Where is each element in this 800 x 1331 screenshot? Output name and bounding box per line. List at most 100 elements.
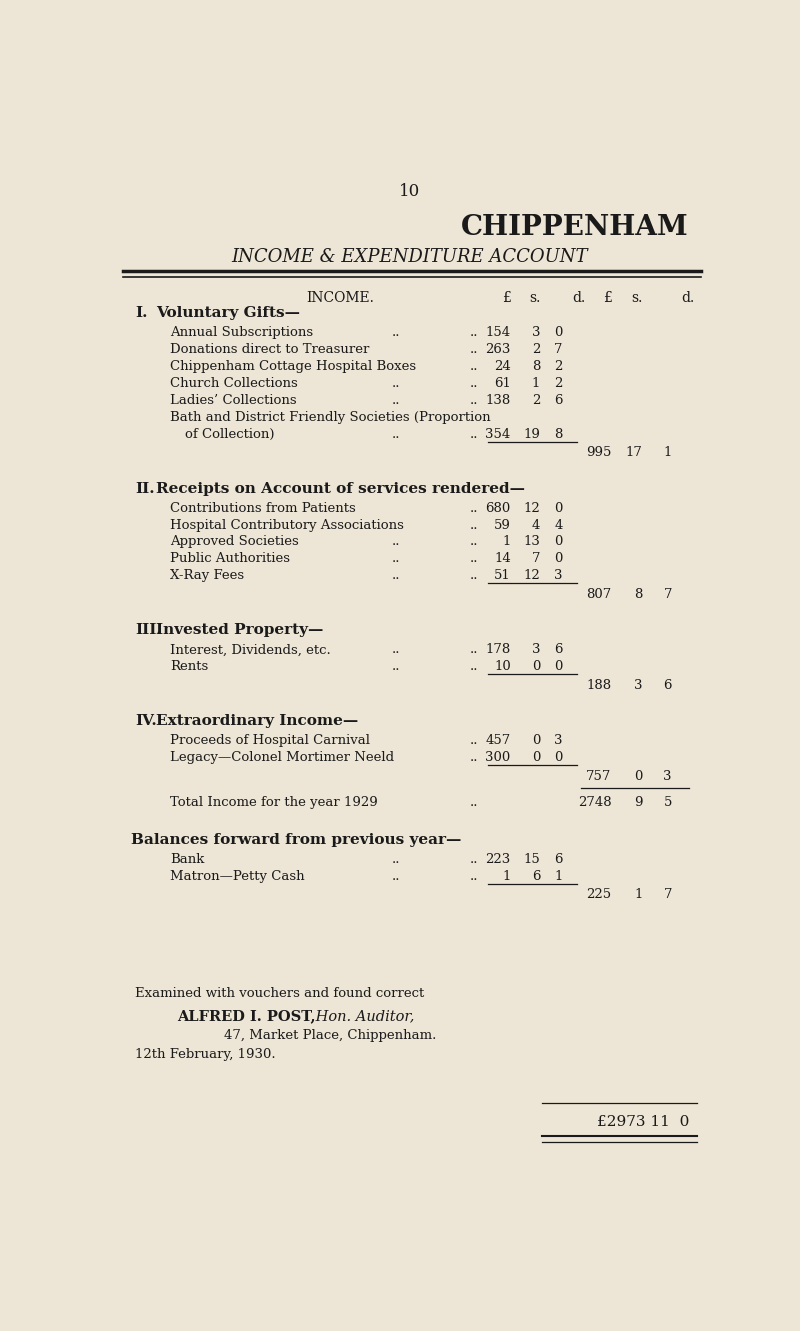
Text: 6: 6 bbox=[554, 394, 562, 407]
Text: Total Income for the year 1929: Total Income for the year 1929 bbox=[170, 796, 378, 809]
Text: 1: 1 bbox=[502, 869, 510, 882]
Text: 12: 12 bbox=[523, 570, 540, 583]
Text: 8: 8 bbox=[634, 588, 642, 600]
Text: 0: 0 bbox=[554, 502, 562, 515]
Text: Extraordinary Income—: Extraordinary Income— bbox=[156, 715, 358, 728]
Text: 188: 188 bbox=[586, 679, 611, 692]
Text: 19: 19 bbox=[523, 427, 540, 441]
Text: 2: 2 bbox=[554, 377, 562, 390]
Text: ..: .. bbox=[470, 394, 478, 407]
Text: ..: .. bbox=[392, 643, 401, 656]
Text: 0: 0 bbox=[532, 660, 540, 673]
Text: 6: 6 bbox=[663, 679, 672, 692]
Text: X-Ray Fees: X-Ray Fees bbox=[170, 570, 244, 583]
Text: ..: .. bbox=[470, 869, 478, 882]
Text: 0: 0 bbox=[532, 735, 540, 747]
Text: IV.: IV. bbox=[135, 715, 157, 728]
Text: 12th February, 1930.: 12th February, 1930. bbox=[135, 1047, 275, 1061]
Text: 1: 1 bbox=[554, 869, 562, 882]
Text: 0: 0 bbox=[554, 751, 562, 764]
Text: ..: .. bbox=[392, 427, 401, 441]
Text: 0: 0 bbox=[554, 660, 562, 673]
Text: ..: .. bbox=[392, 660, 401, 673]
Text: 59: 59 bbox=[494, 519, 510, 531]
Text: Proceeds of Hospital Carnival: Proceeds of Hospital Carnival bbox=[170, 735, 370, 747]
Text: ..: .. bbox=[470, 643, 478, 656]
Text: 7: 7 bbox=[554, 343, 562, 355]
Text: INCOME.: INCOME. bbox=[306, 290, 374, 305]
Text: 2: 2 bbox=[532, 394, 540, 407]
Text: I.: I. bbox=[135, 306, 147, 319]
Text: s.: s. bbox=[529, 290, 540, 305]
Text: d.: d. bbox=[572, 290, 586, 305]
Text: 1: 1 bbox=[634, 888, 642, 901]
Text: 3: 3 bbox=[634, 679, 642, 692]
Text: ..: .. bbox=[470, 570, 478, 583]
Text: 178: 178 bbox=[486, 643, 510, 656]
Text: 5: 5 bbox=[663, 796, 672, 809]
Text: s.: s. bbox=[631, 290, 642, 305]
Text: 6: 6 bbox=[532, 869, 540, 882]
Text: 2: 2 bbox=[554, 359, 562, 373]
Text: 1: 1 bbox=[532, 377, 540, 390]
Text: ..: .. bbox=[470, 751, 478, 764]
Text: 807: 807 bbox=[586, 588, 611, 600]
Text: Contributions from Patients: Contributions from Patients bbox=[170, 502, 355, 515]
Text: 1: 1 bbox=[502, 535, 510, 548]
Text: d.: d. bbox=[682, 290, 694, 305]
Text: ..: .. bbox=[392, 394, 401, 407]
Text: 8: 8 bbox=[554, 427, 562, 441]
Text: 6: 6 bbox=[554, 643, 562, 656]
Text: 263: 263 bbox=[486, 343, 510, 355]
Text: ..: .. bbox=[470, 326, 478, 339]
Text: 8: 8 bbox=[532, 359, 540, 373]
Text: Bath and District Friendly Societies (Proportion: Bath and District Friendly Societies (Pr… bbox=[170, 411, 490, 423]
Text: 10: 10 bbox=[399, 182, 421, 200]
Text: 47, Market Place, Chippenham.: 47, Market Place, Chippenham. bbox=[224, 1029, 436, 1042]
Text: ..: .. bbox=[392, 853, 401, 865]
Text: Approved Societies: Approved Societies bbox=[170, 535, 298, 548]
Text: 0: 0 bbox=[634, 769, 642, 783]
Text: Examined with vouchers and found correct: Examined with vouchers and found correct bbox=[135, 988, 424, 1001]
Text: 1: 1 bbox=[663, 446, 672, 459]
Text: 13: 13 bbox=[523, 535, 540, 548]
Text: 4: 4 bbox=[532, 519, 540, 531]
Text: INCOME & EXPENDITURE ACCOUNT: INCOME & EXPENDITURE ACCOUNT bbox=[232, 249, 588, 266]
Text: 51: 51 bbox=[494, 570, 510, 583]
Text: Interest, Dividends, etc.: Interest, Dividends, etc. bbox=[170, 643, 330, 656]
Text: ..: .. bbox=[470, 502, 478, 515]
Text: ..: .. bbox=[470, 359, 478, 373]
Text: II.: II. bbox=[135, 482, 154, 495]
Text: Donations direct to Treasurer: Donations direct to Treasurer bbox=[170, 343, 369, 355]
Text: 3: 3 bbox=[554, 570, 562, 583]
Text: 3: 3 bbox=[554, 735, 562, 747]
Text: 2748: 2748 bbox=[578, 796, 611, 809]
Text: ..: .. bbox=[392, 869, 401, 882]
Text: 3: 3 bbox=[532, 643, 540, 656]
Text: Public Authorities: Public Authorities bbox=[170, 552, 290, 566]
Text: 7: 7 bbox=[532, 552, 540, 566]
Text: ..: .. bbox=[392, 326, 401, 339]
Text: ..: .. bbox=[470, 377, 478, 390]
Text: 4: 4 bbox=[554, 519, 562, 531]
Text: Annual Subscriptions: Annual Subscriptions bbox=[170, 326, 313, 339]
Text: 457: 457 bbox=[486, 735, 510, 747]
Text: 6: 6 bbox=[554, 853, 562, 865]
Text: 0: 0 bbox=[554, 535, 562, 548]
Text: 154: 154 bbox=[486, 326, 510, 339]
Text: 300: 300 bbox=[486, 751, 510, 764]
Text: £: £ bbox=[602, 290, 611, 305]
Text: Hospital Contributory Associations: Hospital Contributory Associations bbox=[170, 519, 404, 531]
Text: Voluntary Gifts—: Voluntary Gifts— bbox=[156, 306, 300, 319]
Text: 0: 0 bbox=[532, 751, 540, 764]
Text: ..: .. bbox=[470, 519, 478, 531]
Text: 225: 225 bbox=[586, 888, 611, 901]
Text: 223: 223 bbox=[486, 853, 510, 865]
Text: III.: III. bbox=[135, 623, 162, 638]
Text: Receipts on Account of services rendered—: Receipts on Account of services rendered… bbox=[156, 482, 525, 495]
Text: 354: 354 bbox=[486, 427, 510, 441]
Text: 14: 14 bbox=[494, 552, 510, 566]
Text: ..: .. bbox=[470, 552, 478, 566]
Text: ..: .. bbox=[470, 853, 478, 865]
Text: Hon. Auditor,: Hon. Auditor, bbox=[310, 1009, 414, 1024]
